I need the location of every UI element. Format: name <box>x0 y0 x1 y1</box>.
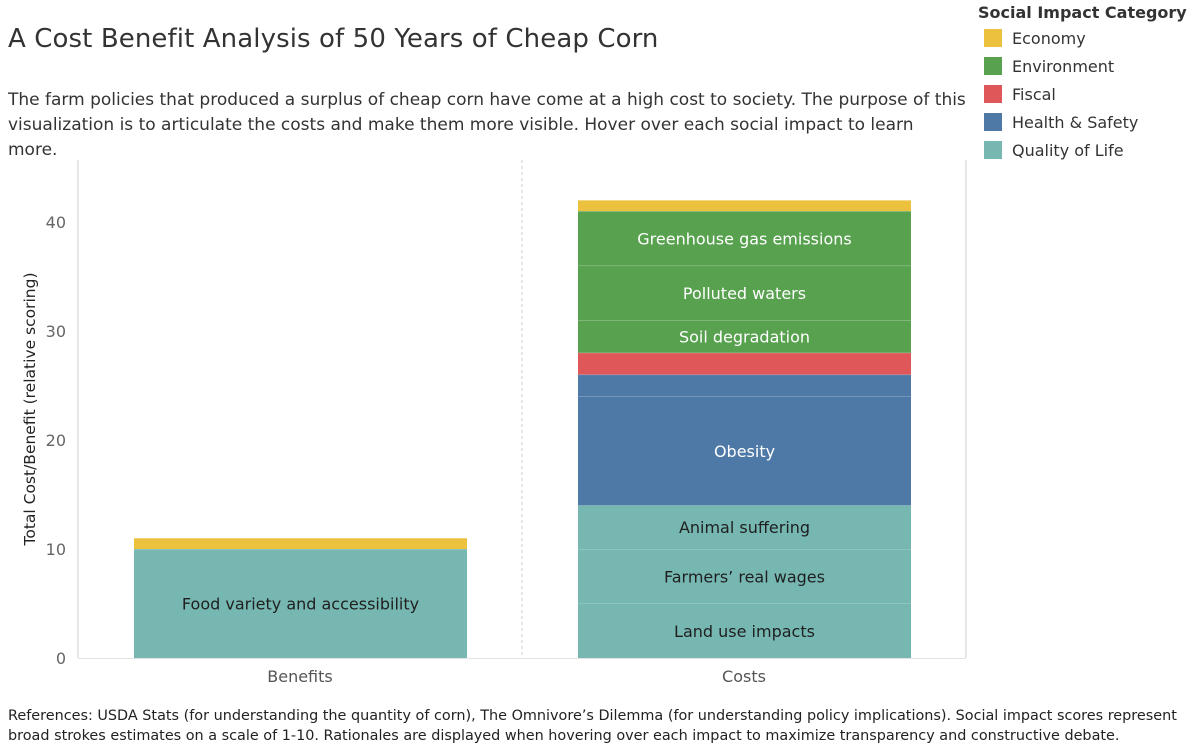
legend-label-quality-of-life: Quality of Life <box>1012 140 1124 160</box>
legend-swatch-environment <box>984 57 1002 75</box>
x-category-label-benefits: Benefits <box>267 667 333 686</box>
bar-segment-farmers-real-wages <box>578 549 911 604</box>
legend-swatch-health-safety <box>984 113 1002 131</box>
legend-title: Social Impact Category <box>978 3 1187 22</box>
segment-label-obesity: Obesity <box>714 442 775 461</box>
legend-item-health-safety[interactable]: Health & Safety <box>978 108 1193 136</box>
x-category-label-costs: Costs <box>722 667 766 686</box>
bar-segment-land-use-impacts <box>578 603 911 658</box>
bar-segment-food-variety-and-accessibility <box>134 549 467 658</box>
stacked-bar-chart: 0 10 20 30 40 Total Cost/Benefit (relative sc… <box>21 160 967 686</box>
legend-swatch-quality-of-life <box>984 141 1002 159</box>
y-tick-label: 40 <box>46 213 66 232</box>
bar-segment-polluted-waters <box>578 265 911 321</box>
bar-segment-obesity <box>578 396 911 506</box>
bar-segment-soil-degradation <box>578 320 911 353</box>
bar-segment-animal-suffering <box>578 505 911 549</box>
y-axis-title: Total Cost/Benefit (relative scoring) <box>21 272 39 546</box>
y-tick-label: 0 <box>56 649 66 668</box>
bar-segment-costs-health-safety <box>578 374 911 397</box>
legend-item-environment[interactable]: Environment <box>978 52 1193 80</box>
bar-segment-benefits-economy <box>134 538 467 549</box>
legend-label-fiscal: Fiscal <box>1012 84 1056 104</box>
legend-label-health-safety: Health & Safety <box>1012 112 1139 132</box>
bar-segment-greenhouse-gas-emissions <box>578 211 911 266</box>
legend-item-quality-of-life[interactable]: Quality of Life <box>978 136 1193 164</box>
segment-label-land-use-impacts: Land use impacts <box>674 622 815 641</box>
page-subtitle: The farm policies that produced a surplu… <box>8 90 966 160</box>
segment-label-animal-suffering: Animal suffering <box>679 518 810 537</box>
legend-item-economy[interactable]: Economy <box>978 24 1193 52</box>
segment-label-greenhouse-gas-emissions: Greenhouse gas emissions <box>637 229 851 248</box>
bar-segment-costs-fiscal <box>578 352 911 375</box>
legend-label-economy: Economy <box>1012 28 1086 48</box>
legend-swatch-economy <box>984 29 1002 47</box>
segment-label-soil-degradation: Soil degradation <box>679 327 810 346</box>
page-title: A Cost Benefit Analysis of 50 Years of C… <box>8 24 659 54</box>
references-note: References: USDA Stats (for understandin… <box>8 708 1177 744</box>
segment-label-polluted-waters: Polluted waters <box>683 284 806 303</box>
segment-label-farmers-real-wages: Farmers’ real wages <box>664 567 825 586</box>
bar-segment-costs-economy <box>578 200 911 212</box>
segment-label-food-variety-and-accessibility: Food variety and accessibility <box>182 595 419 614</box>
legend-label-environment: Environment <box>1012 56 1115 76</box>
y-tick-label: 30 <box>46 322 66 341</box>
legend-swatch-fiscal <box>984 85 1002 103</box>
legend: Social Impact Category Economy Environme… <box>978 2 1193 164</box>
y-tick-label: 20 <box>46 431 66 450</box>
y-tick-label: 10 <box>46 540 66 559</box>
legend-item-fiscal[interactable]: Fiscal <box>978 80 1193 108</box>
